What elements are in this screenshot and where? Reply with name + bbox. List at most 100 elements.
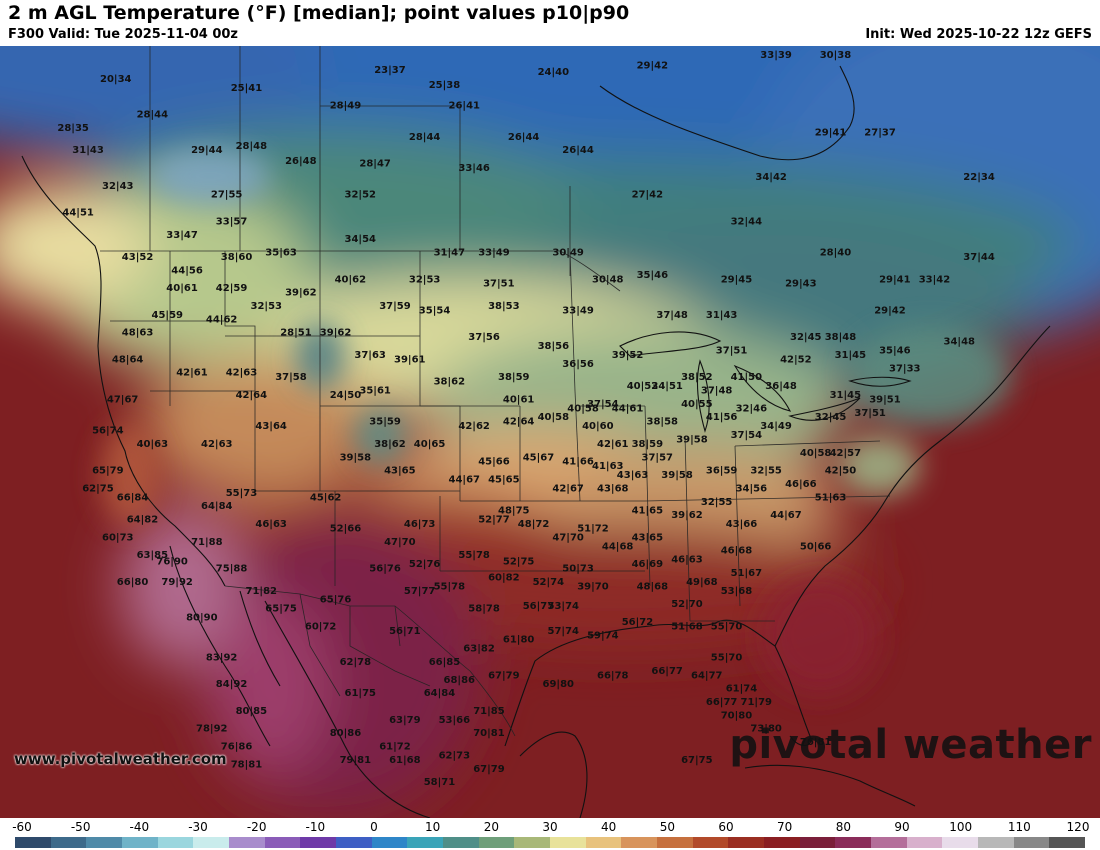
point-value-label: 45|59 <box>152 310 184 321</box>
point-value-label: 65|79 <box>92 466 124 477</box>
temperature-map[interactable]: 20|34 25|41 23|37 25|38 24|40 29|42 33|39 30|38… <box>0 46 1100 818</box>
point-value-label: 28|35 <box>57 123 89 134</box>
colorbar-segment <box>764 837 800 848</box>
point-value-label: 37|58 <box>275 372 307 383</box>
point-value-label: 35|63 <box>265 248 297 259</box>
point-value-label: 44|67 <box>449 475 481 486</box>
map-canvas[interactable]: 20|34 25|41 23|37 25|38 24|40 29|42 33|39 30|38… <box>0 46 1100 818</box>
point-value-label: 39|52 <box>612 350 644 361</box>
point-value-label: 35|54 <box>419 305 451 316</box>
point-value-label: 27|42 <box>632 190 664 201</box>
colorbar-tick: 50 <box>659 820 675 834</box>
point-value-label: 38|48 <box>825 332 857 343</box>
point-value-label: 57|77 <box>404 586 436 597</box>
point-value-label: 53|68 <box>721 586 753 597</box>
colorbar-tick: -40 <box>129 820 150 834</box>
point-value-label: 32|55 <box>750 466 782 477</box>
point-value-label: 37|59 <box>379 301 411 312</box>
point-value-label: 47|70 <box>552 532 584 543</box>
point-value-label: 32|52 <box>345 190 377 201</box>
point-value-label: 35|59 <box>369 417 401 428</box>
point-value-label: 63|82 <box>463 644 495 655</box>
point-value-label: 66|78 <box>597 670 629 681</box>
point-value-label: 56|77 <box>523 601 555 612</box>
point-value-label: 41|50 <box>731 372 763 383</box>
point-value-label: 45|66 <box>478 457 510 468</box>
point-value-label: 42|59 <box>216 283 248 294</box>
point-value-label: 32|53 <box>409 274 441 285</box>
point-value-label: 61|68 <box>389 755 421 766</box>
brand-logo: pivotal weather <box>729 722 1092 768</box>
point-value-label: 32|44 <box>731 216 763 227</box>
colorbar-segment <box>585 837 622 848</box>
point-value-label: 67|79 <box>473 764 505 775</box>
colorbar-tick: -60 <box>12 820 32 834</box>
point-value-label: 76|86 <box>221 742 253 753</box>
point-value-label: 28|48 <box>236 141 268 152</box>
point-value-label: 40|65 <box>414 439 446 450</box>
point-value-label: 49|68 <box>686 577 718 588</box>
point-value-label: 35|61 <box>359 386 391 397</box>
point-value-label: 39|58 <box>661 470 693 481</box>
point-value-label: 80|86 <box>330 728 362 739</box>
point-value-label: 34|51 <box>651 381 683 392</box>
point-value-label: 71|85 <box>473 706 505 717</box>
point-value-label: 55|78 <box>458 550 490 561</box>
colorbar-segment <box>621 837 658 848</box>
colorbar-segment <box>86 837 123 848</box>
point-value-label: 61|75 <box>345 688 377 699</box>
point-value-label: 73|80 <box>750 724 782 735</box>
point-value-label: 65|75 <box>265 604 297 615</box>
colorbar-segment <box>550 837 586 848</box>
point-value-label: 44|62 <box>206 314 238 325</box>
point-value-label: 63|79 <box>389 715 421 726</box>
point-value-label: 29|41 <box>879 274 911 285</box>
site-url[interactable]: www.pivotalweather.com <box>14 750 227 768</box>
point-value-label: 78|81 <box>231 759 263 770</box>
point-value-label: 40|52 <box>627 381 659 392</box>
point-value-label: 43|64 <box>255 421 287 432</box>
point-value-label: 35|46 <box>879 345 911 356</box>
point-value-label: 42|64 <box>236 390 268 401</box>
colorbar-tick: 110 <box>1007 820 1031 834</box>
point-value-label: 67|75 <box>681 755 713 766</box>
colorbar-segment <box>728 837 765 848</box>
point-value-label: 40|58 <box>538 412 570 423</box>
point-value-label: 79|81 <box>340 755 372 766</box>
point-value-label: 46|73 <box>404 519 436 530</box>
point-value-label: 46|63 <box>255 519 287 530</box>
point-value-label: 51|68 <box>671 621 703 632</box>
point-value-label: 39|62 <box>671 510 703 521</box>
point-value-label: 42|57 <box>830 448 862 459</box>
point-value-label: 29|42 <box>874 305 906 316</box>
point-value-label: 33|49 <box>562 305 594 316</box>
colorbar-tick: 0 <box>370 820 378 834</box>
point-value-label: 60|82 <box>488 572 520 583</box>
point-value-label: 37|51 <box>854 408 886 419</box>
point-value-label: 58|78 <box>468 604 500 615</box>
point-value-label: 69|80 <box>543 679 575 690</box>
point-value-label: 56|72 <box>622 617 654 628</box>
point-value-label: 42|63 <box>201 439 233 450</box>
colorbar-tick: 80 <box>835 820 851 834</box>
point-value-label: 37|56 <box>468 332 500 343</box>
point-value-label: 40|61 <box>503 394 535 405</box>
point-value-label: 44|67 <box>770 510 802 521</box>
point-value-label: 35|46 <box>637 270 669 281</box>
point-value-label: 51|63 <box>815 492 847 503</box>
point-value-label: 76|81 <box>800 737 832 748</box>
point-value-label: 39|70 <box>577 581 609 592</box>
point-value-label: 45|65 <box>488 475 520 486</box>
point-value-label: 39|58 <box>676 434 708 445</box>
colorbar-tick: 70 <box>777 820 793 834</box>
point-value-label: 70|80 <box>721 710 753 721</box>
point-value-label: 36|56 <box>562 359 594 370</box>
colorbar-tick: 10 <box>425 820 441 834</box>
point-value-label: 42|62 <box>458 421 490 432</box>
point-value-label: 32|45 <box>815 412 847 423</box>
point-value-label: 37|54 <box>587 399 619 410</box>
point-value-label: 41|65 <box>632 506 664 517</box>
point-value-label: 53|74 <box>548 601 580 612</box>
point-value-label: 38|58 <box>647 417 679 428</box>
point-value-label: 80|90 <box>186 613 218 624</box>
